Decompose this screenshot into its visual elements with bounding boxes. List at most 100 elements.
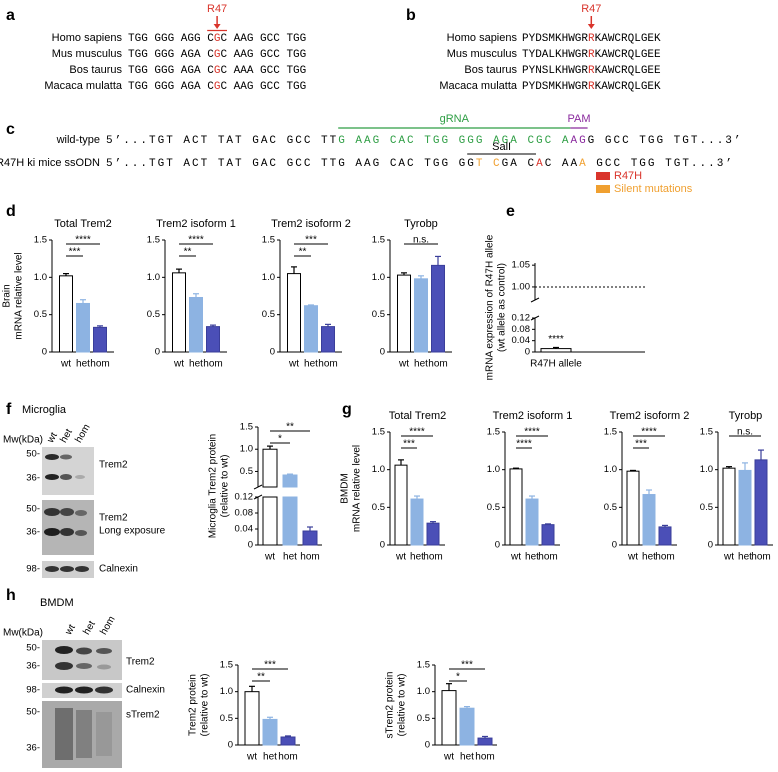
ladder-label: 50- <box>26 643 40 654</box>
bar <box>722 467 736 546</box>
x-tick-label: hom <box>318 359 337 370</box>
bar <box>280 736 296 746</box>
y-tick-label: 1.0 <box>240 444 253 455</box>
x-tick-label: wt <box>60 359 71 370</box>
x-tick-label: het <box>414 359 428 370</box>
sequence-segment: R <box>588 65 595 77</box>
y-tick-label: 1.5 <box>34 235 47 246</box>
band <box>96 648 112 654</box>
y-tick-label: 1.0 <box>372 272 385 283</box>
smear <box>96 712 112 756</box>
y-tick-label: 1.0 <box>417 686 430 697</box>
band <box>44 508 60 516</box>
band-label: Trem2 <box>99 460 128 471</box>
band-label: Calnexin <box>99 564 138 575</box>
band-label: Calnexin <box>126 685 165 696</box>
chart-title: Trem2 isoform 1 <box>493 410 573 422</box>
bar <box>509 468 523 546</box>
x-tick-label: het <box>189 359 203 370</box>
smear <box>55 708 73 760</box>
species-name: Macaca mulatta <box>44 80 123 92</box>
panel-label: a <box>6 7 15 24</box>
significance-label: *** <box>403 439 415 450</box>
band <box>76 663 92 669</box>
y-tick-label: 0.5 <box>262 309 275 320</box>
x-tick-label: hom <box>475 752 494 763</box>
y-tick-label: 1.0 <box>487 464 500 475</box>
panel-label: c <box>6 121 15 138</box>
y-axis-label: Trem2 protein <box>188 674 199 736</box>
bar <box>459 707 475 746</box>
x-tick-label: het <box>460 752 474 763</box>
sequence-segment: G <box>214 81 221 93</box>
bar <box>76 302 90 353</box>
sequence: PYDSMKHWGRRKAWCRQLGEK <box>522 81 661 93</box>
legend-swatch <box>596 172 610 180</box>
blot-h: BMDM Mw(kDa) wt het hom 50- 36- 98- 50- … <box>3 597 165 768</box>
y-tick-label: 0.5 <box>372 309 385 320</box>
x-tick-label: hom <box>90 359 109 370</box>
y-tick-label: 1.0 <box>147 272 160 283</box>
significance-label: n.s. <box>413 235 429 246</box>
sequence-segment: C AAG GCC TGG <box>220 33 306 45</box>
sequence-segment: KAWCRQLGEE <box>595 49 661 61</box>
y-tick-label: 1.0 <box>372 464 385 475</box>
species-name: Mus musculus <box>447 48 518 60</box>
lane-label: het <box>81 619 98 637</box>
panel-label: f <box>6 401 12 418</box>
x-tick-label: wt <box>443 752 454 763</box>
smear <box>76 710 92 758</box>
x-tick-label: wt <box>288 359 299 370</box>
mw-label: Mw(kDa) <box>3 435 43 446</box>
panel-label: g <box>342 401 352 418</box>
y-axis-label: Brain <box>2 284 13 307</box>
y-tick-label: 1.5 <box>262 235 275 246</box>
bar <box>206 326 220 353</box>
ladder-label: 50- <box>26 504 40 515</box>
y-tick-label: 0.5 <box>700 502 713 513</box>
significance-label: **** <box>524 427 540 438</box>
sequence-segment: C AAA GCC TGG <box>220 65 306 77</box>
y-tick-label: 0.5 <box>220 713 233 724</box>
chart-title: Trem2 isoform 2 <box>271 218 351 230</box>
band <box>75 566 89 572</box>
species-name: Mus musculus <box>52 48 123 60</box>
ladder-label: 50- <box>26 449 40 460</box>
lane-label: hom <box>98 614 117 636</box>
panel-label: h <box>6 587 16 604</box>
bar <box>397 274 411 353</box>
y-tick-label: 0.04 <box>512 335 531 346</box>
bar <box>262 496 278 546</box>
y-tick-label: 0 <box>380 540 385 551</box>
y-axis-label: (relative to wt) <box>220 455 231 518</box>
band <box>60 508 74 516</box>
y-tick-label: 0.5 <box>372 502 385 513</box>
row-label: wild-type <box>56 134 100 146</box>
y-tick-label: 0.5 <box>417 713 430 724</box>
chart-title: Total Trem2 <box>54 218 111 230</box>
bar <box>658 526 672 546</box>
y-axis-label: (wt allele as control) <box>497 263 508 352</box>
bar <box>302 530 318 546</box>
band <box>44 528 60 536</box>
marker-label: R47 <box>207 3 227 15</box>
bar <box>738 469 752 546</box>
band <box>75 530 87 536</box>
blot-f: Microglia Mw(kDa) wt het hom 50- 36- 50-… <box>3 404 166 578</box>
blot-image <box>42 640 122 680</box>
y-tick-label: 0.08 <box>235 508 254 519</box>
y-tick-label: 1.0 <box>604 464 617 475</box>
bar <box>414 278 428 353</box>
y-tick-label: 1.00 <box>512 281 531 292</box>
mw-label: Mw(kDa) <box>3 628 43 639</box>
band <box>45 474 59 480</box>
y-tick-label: 1.5 <box>417 660 430 671</box>
bar <box>282 496 298 546</box>
bar <box>287 273 301 353</box>
bar <box>477 737 493 746</box>
y-tick-label: 0 <box>155 347 160 358</box>
grna-label: gRNA <box>440 113 470 125</box>
y-tick-label: 0 <box>380 347 385 358</box>
sequence-segment: KAWCRQLGEK <box>595 33 661 45</box>
